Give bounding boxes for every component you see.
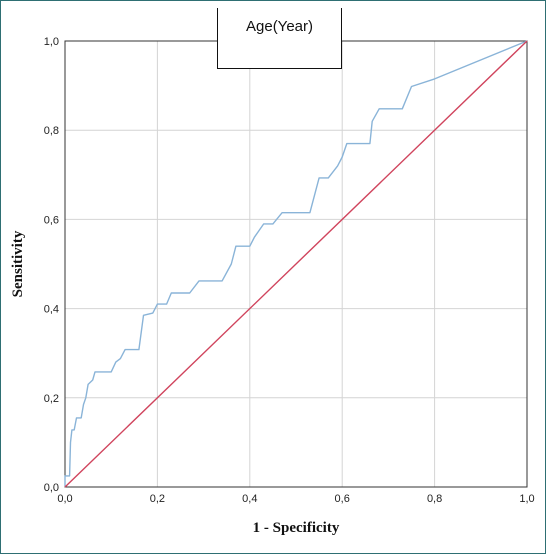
x-tick-label: 0,0 [57, 493, 72, 505]
x-tick-label: 0,2 [150, 493, 165, 505]
x-tick-labels: 0,0 0,2 0,4 0,6 0,8 1,0 [57, 493, 534, 505]
x-tick-label: 0,8 [427, 493, 442, 505]
chart-title-box: Age(Year) [217, 8, 342, 69]
gridlines [65, 41, 527, 487]
chart-title: Age(Year) [246, 18, 313, 35]
y-tick-label: 0,8 [44, 125, 59, 137]
y-tick-label: 0,4 [44, 304, 59, 316]
y-tick-labels: 0,0 0,2 0,4 0,6 0,8 1,0 [44, 36, 59, 494]
x-tick-label: 0,4 [242, 493, 257, 505]
y-tick-label: 0,6 [44, 214, 59, 226]
y-axis-title: Sensitivity [10, 230, 26, 297]
x-tick-label: 1,0 [519, 493, 534, 505]
x-tick-label: 0,6 [335, 493, 350, 505]
y-tick-label: 1,0 [44, 36, 59, 48]
roc-curve-line [64, 40, 528, 487]
y-tick-label: 0,2 [44, 393, 59, 405]
reference-diagonal-line [64, 40, 528, 488]
y-tick-label: 0,0 [44, 482, 59, 494]
series-layer [64, 40, 528, 488]
x-axis-title: 1 - Specificity [253, 520, 340, 536]
